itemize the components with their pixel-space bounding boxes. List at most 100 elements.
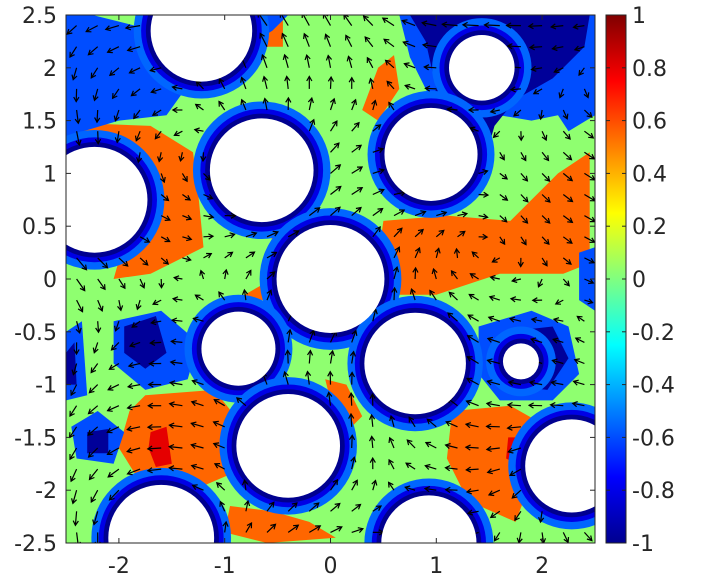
vector-arrow bbox=[562, 278, 571, 287]
vector-arrow bbox=[537, 278, 544, 288]
vector-arrow bbox=[182, 255, 192, 262]
vector-arrow bbox=[528, 380, 543, 387]
y-tick-label: 2.5 bbox=[22, 4, 57, 29]
vector-arrow bbox=[108, 489, 120, 501]
vector-arrow bbox=[117, 299, 124, 312]
vector-arrow bbox=[423, 486, 437, 493]
vector-arrow bbox=[471, 251, 480, 259]
vector-arrow bbox=[279, 15, 289, 26]
vector-arrow bbox=[381, 17, 395, 27]
vector-arrow bbox=[308, 207, 321, 217]
vector-arrow bbox=[485, 423, 500, 430]
vector-arrow bbox=[224, 212, 237, 219]
vector-arrow bbox=[306, 75, 313, 89]
vector-arrow bbox=[191, 484, 204, 491]
vector-arrow bbox=[108, 362, 120, 370]
vector-arrow bbox=[351, 329, 358, 343]
vector-arrow bbox=[538, 109, 545, 121]
vector-arrow bbox=[76, 257, 88, 271]
vector-arrow bbox=[499, 172, 509, 180]
vector-arrow bbox=[87, 426, 99, 436]
vector-arrow bbox=[114, 321, 120, 332]
vector-arrow bbox=[393, 209, 406, 217]
vector-arrow bbox=[70, 384, 78, 397]
vector-arrow bbox=[541, 236, 550, 245]
vector-arrow bbox=[371, 99, 378, 111]
vector-arrow bbox=[562, 236, 573, 244]
vector-arrow bbox=[330, 502, 341, 512]
vector-arrow bbox=[182, 235, 193, 242]
vector-arrow bbox=[134, 130, 141, 142]
vector-arrow bbox=[95, 321, 102, 334]
vector-arrow bbox=[389, 414, 396, 427]
vector-arrow bbox=[406, 439, 416, 449]
vector-arrow bbox=[128, 67, 141, 74]
y-tick-label: 2 bbox=[43, 57, 57, 82]
vector-arrow bbox=[527, 402, 543, 409]
vector-arrow bbox=[182, 214, 193, 221]
vector-arrow bbox=[485, 401, 500, 408]
vector-arrow bbox=[245, 251, 256, 259]
vector-arrow bbox=[262, 97, 269, 111]
vector-arrow bbox=[92, 511, 99, 526]
obstacle-disk bbox=[525, 419, 595, 513]
vector-arrow bbox=[171, 106, 183, 114]
vector-arrow bbox=[423, 64, 437, 71]
vector-arrow bbox=[66, 25, 78, 35]
vector-arrow bbox=[104, 25, 120, 32]
vector-arrow bbox=[530, 65, 543, 72]
colorbar: 1 0.8 0.6 0.4 0.2 0 -0.2 -0.4 -0.6 -0.8 -1 bbox=[605, 4, 675, 557]
vector-arrow bbox=[529, 337, 543, 344]
field-region bbox=[118, 389, 236, 491]
vector-arrow bbox=[158, 278, 165, 289]
vector-arrow bbox=[149, 339, 162, 346]
obstacle-disk bbox=[384, 107, 478, 201]
vector-arrow bbox=[558, 88, 565, 99]
vector-arrow bbox=[160, 215, 171, 221]
vector-arrow bbox=[466, 356, 479, 365]
vector-arrow bbox=[441, 21, 458, 28]
vector-arrow bbox=[107, 468, 120, 478]
vector-arrow bbox=[404, 83, 416, 90]
vector-arrow bbox=[308, 525, 322, 533]
vector-arrow bbox=[259, 32, 268, 47]
vector-arrow bbox=[139, 257, 149, 266]
vector-arrow bbox=[541, 151, 550, 162]
vector-arrow bbox=[218, 77, 226, 90]
vector-arrow bbox=[71, 67, 78, 81]
vector-arrow bbox=[429, 289, 437, 301]
vector-arrow bbox=[351, 166, 364, 174]
vector-arrow bbox=[266, 523, 277, 533]
vector-arrow bbox=[554, 299, 564, 305]
vector-arrow bbox=[157, 152, 164, 163]
vector-arrow bbox=[401, 19, 416, 27]
vector-arrow bbox=[106, 46, 120, 54]
plot-area bbox=[65, 14, 596, 544]
obstacle-disk bbox=[201, 311, 276, 386]
vector-arrow bbox=[148, 360, 162, 367]
vector-arrow bbox=[584, 298, 594, 305]
vector-arrow bbox=[541, 257, 548, 267]
vector-arrow bbox=[349, 350, 356, 364]
vector-arrow bbox=[486, 468, 500, 475]
vector-arrow bbox=[284, 75, 291, 89]
vector-arrow bbox=[574, 337, 585, 343]
vector-arrow bbox=[286, 328, 293, 343]
vector-arrow bbox=[193, 127, 204, 134]
vector-arrow bbox=[146, 445, 162, 452]
vector-arrow bbox=[88, 468, 99, 481]
obstacle-disk bbox=[276, 225, 385, 333]
vector-arrow bbox=[583, 109, 593, 119]
vector-arrow bbox=[171, 296, 183, 303]
vector-arrow bbox=[388, 101, 395, 111]
vector-arrow bbox=[372, 226, 381, 238]
vector-arrow bbox=[240, 98, 247, 111]
field-region bbox=[71, 122, 204, 279]
obstacle-disk bbox=[236, 394, 341, 498]
colorbar-tick-label: 0.8 bbox=[632, 57, 667, 82]
vector-arrow bbox=[245, 521, 253, 533]
vector-arrow bbox=[372, 147, 385, 154]
vector-arrow bbox=[147, 381, 162, 388]
vector-arrow bbox=[405, 462, 416, 470]
